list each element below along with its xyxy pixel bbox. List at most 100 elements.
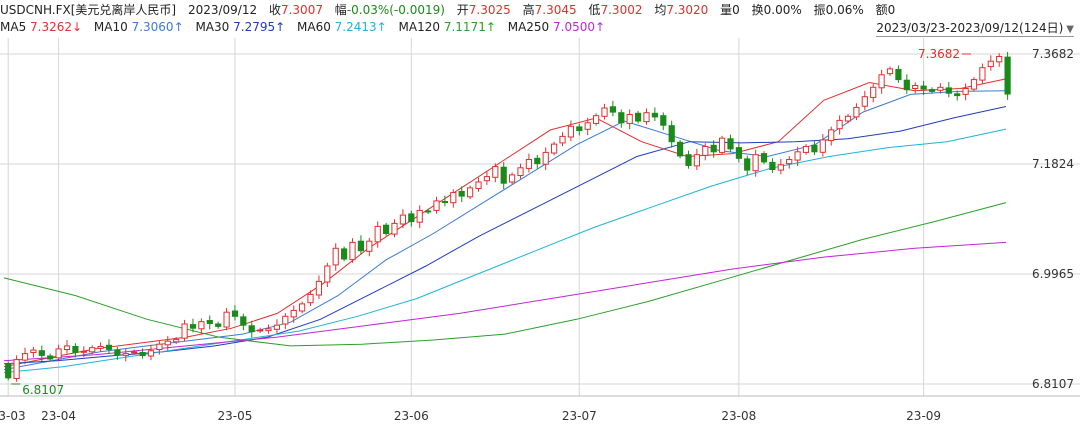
candle-up [794,151,801,161]
candle-down [383,224,390,234]
amount-value: 0 [887,3,896,17]
candle-down [744,158,751,171]
candle-up [861,96,868,107]
volume-label: 量 [720,3,733,17]
candle-down [609,106,616,113]
candle-up [912,85,919,89]
candle-up [332,247,339,266]
candle-up [996,56,1003,63]
date-range-selector[interactable]: 2023/03/23-2023/09/12(124日) ▼ [876,19,1074,37]
candle-up [399,214,406,225]
candle-up [324,265,331,283]
candle-up [223,311,230,328]
candlestick-chart[interactable]: 7.3682 7.1824 6.9965 6.8107 23-03 23-04 23-05 2… [0,38,1080,426]
candle-up [433,200,440,211]
candle-up [173,338,180,343]
y-tick-label: 7.3682 [1032,47,1074,61]
candle-down [895,69,902,81]
candle-down [710,144,717,153]
x-tick-label: 23-07 [562,409,597,423]
candle-down [139,352,146,356]
amplitude-label: 振 [813,3,826,17]
candle-down [47,355,54,360]
candle-down [651,112,658,118]
candle-down [576,126,583,132]
candle-up [584,122,591,130]
candle-up [525,159,532,169]
candle-up [181,323,188,339]
candle-up [307,293,314,304]
candle-up [492,166,499,178]
turnover-value: 0.00% [763,3,802,17]
candle-up [122,353,129,356]
symbol-name: USDCNH.FX[美元兑离岸人民币] [0,3,177,17]
candle-down [441,201,448,203]
candle-up [21,353,29,361]
candle-down [114,349,121,356]
ma10-value: 7.3060↑ [131,20,184,34]
ma10-line [3,90,1007,371]
ma10-label: MA10 [93,20,128,34]
y-tick-label: 6.8107 [1032,377,1074,391]
candle-down [735,147,742,159]
candle-up [836,119,843,130]
candle-down [38,350,45,356]
candle-up [30,349,37,354]
x-tick-label: 23-04 [41,409,76,423]
candle-down [357,240,364,252]
candle-down [954,93,961,97]
candle-up [517,167,524,177]
caret-down-icon: ▼ [1066,24,1074,35]
volume-value: 0 [732,3,740,17]
candle-up [13,359,20,380]
candle-up [878,74,885,89]
candle-up [475,181,482,189]
candle-up [156,343,163,351]
ma60-line [3,128,1007,374]
candle-down [769,161,776,171]
close-label: 收 [268,3,281,17]
candle-down [534,157,541,165]
candle-up [828,129,835,142]
candle-down [668,125,675,143]
candle-up [164,340,171,346]
candle-up [374,225,381,243]
candle-down [500,166,507,184]
candle-up [366,240,373,252]
candle-down [727,138,734,150]
candle-up [987,60,994,68]
candle-down [660,115,667,126]
candle-down [635,112,642,122]
candle-down [685,154,692,166]
candle-up [391,222,398,235]
x-tick-label: 23-06 [394,409,429,423]
candle-up [467,187,474,198]
change-label: 幅 [334,3,347,17]
ma5-value: 7.3262↓ [30,20,83,34]
ma30-line [3,106,1007,365]
high-value: 7.3045 [534,3,577,17]
candle-up [290,309,297,318]
date-range-text: 2023/03/23-2023/09/12(124日) [876,21,1064,35]
axis-label-layer: 7.3682 7.1824 6.9965 6.8107 23-03 23-04 23-05 2… [0,47,1074,423]
candle-up [63,345,71,350]
candle-down [240,316,247,326]
ma5-line [3,78,1007,368]
amount-label: 额 [875,3,888,17]
x-tick-label: 23-09 [906,409,941,423]
candle-up [559,135,566,144]
candle-down [248,325,255,333]
candle-down [105,344,113,350]
candle-up [819,139,826,153]
candle-down [189,324,197,329]
candle-up [844,115,852,122]
ma120-value: 7.1171↑ [443,20,496,34]
ma60-label: MA60 [297,20,331,34]
candle-up [299,303,306,312]
candle-down [458,190,465,197]
quote-header: USDCNH.FX[美元兑离岸人民币] 2023/09/12 收7.3007 幅… [0,1,903,18]
candle-down [231,310,239,317]
candle-up [80,350,87,353]
candle-up [273,324,280,330]
candle-down [618,112,625,124]
